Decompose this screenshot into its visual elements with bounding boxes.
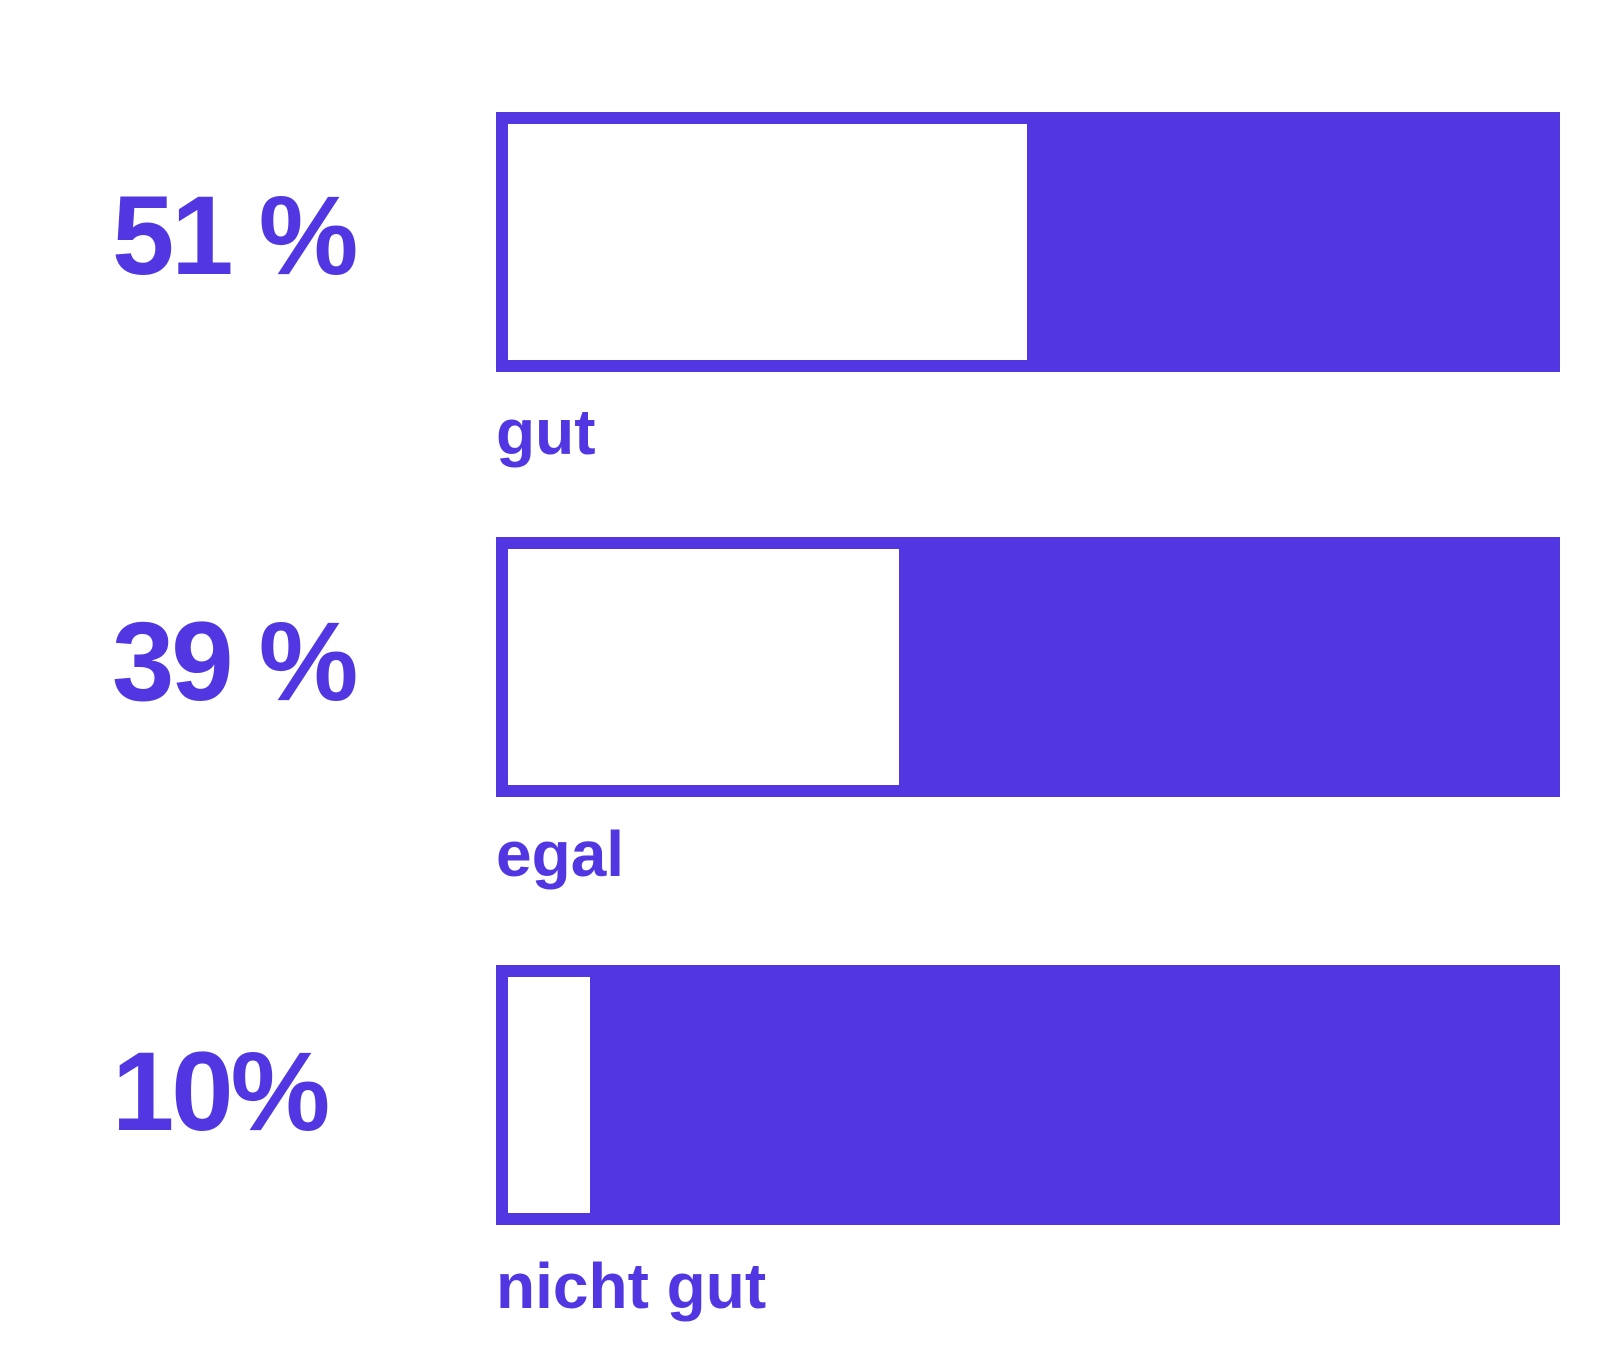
category-label: nicht gut: [496, 1250, 767, 1322]
value-label: 51 %: [112, 173, 358, 298]
bar: [496, 965, 602, 1225]
category-label: gut: [496, 396, 596, 468]
value-label: 10%: [112, 1029, 330, 1154]
bar: [496, 537, 911, 797]
category-label: egal: [496, 818, 625, 890]
bar-track: [496, 112, 1560, 372]
bar-track: [496, 965, 1560, 1225]
chart-row: 51 % gut: [0, 0, 1600, 464]
chart-row: 39 % egal: [0, 0, 1600, 886]
bar-track: [496, 537, 1560, 797]
bar: [496, 112, 1039, 372]
value-label: 39 %: [112, 599, 358, 724]
chart-row: 10% nicht gut: [0, 0, 1600, 1318]
